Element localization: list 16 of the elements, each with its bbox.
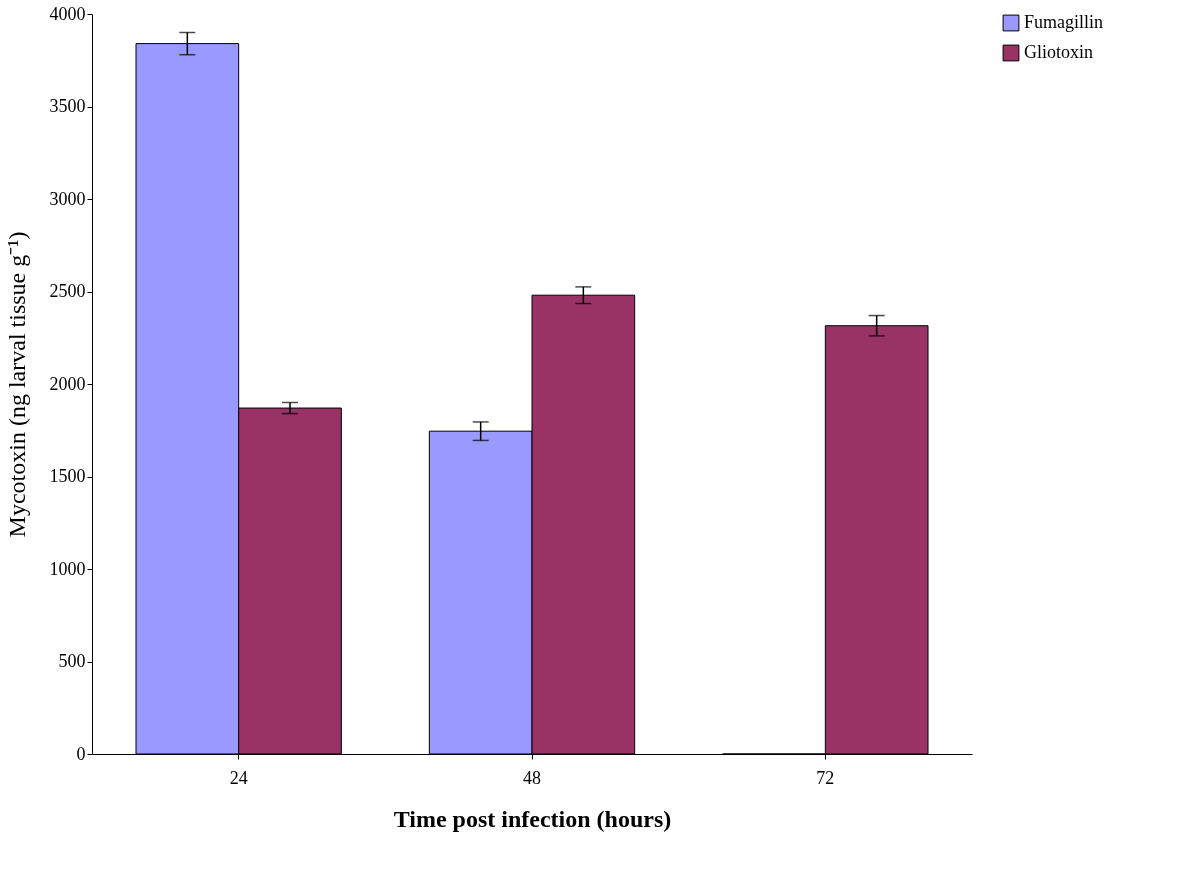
legend-label: Gliotoxin xyxy=(1024,42,1094,62)
x-tick-label: 24 xyxy=(229,767,248,788)
y-tick-label: 500 xyxy=(58,651,86,671)
y-tick-label: 1500 xyxy=(49,466,86,486)
y-tick-label: 0 xyxy=(76,743,86,764)
legend-label: Fumagillin xyxy=(1024,12,1104,32)
y-tick-label: 3000 xyxy=(49,188,86,209)
y-tick-label: 2500 xyxy=(49,281,86,301)
y-tick-label: 2000 xyxy=(49,373,86,394)
y-tick-label: 4000 xyxy=(49,3,86,24)
x-axis-title: Time post infection (hours) xyxy=(393,805,672,832)
x-tick-label: 48 xyxy=(523,767,541,788)
y-tick-label: 3500 xyxy=(49,96,86,116)
y-tick-label: 1000 xyxy=(49,558,86,579)
x-tick-label: 72 xyxy=(816,767,835,788)
y-axis-title: Mycotoxin (ng larval tissue g⁻¹) xyxy=(3,231,30,538)
